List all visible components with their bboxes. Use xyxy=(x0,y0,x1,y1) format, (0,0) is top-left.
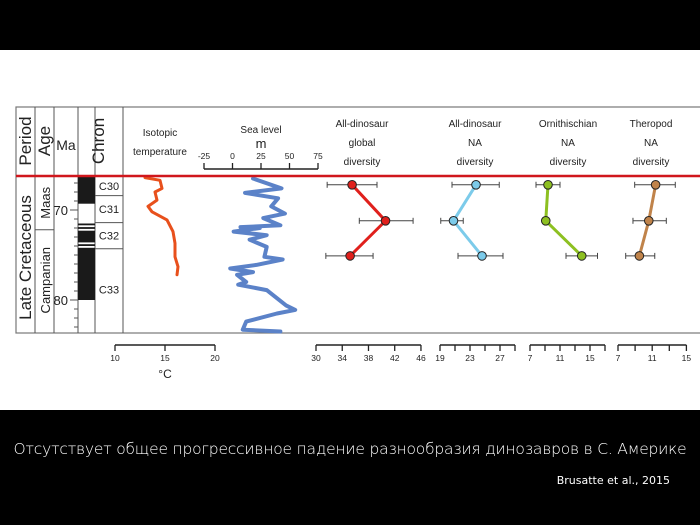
citation: Brusatte et al., 2015 xyxy=(556,474,670,487)
x-tick-label: 42 xyxy=(390,353,400,363)
chron-label: C32 xyxy=(99,231,119,243)
panel-title-temp: Isotopic xyxy=(143,128,177,139)
data-point-global xyxy=(347,180,357,190)
period-label: Late Cretaceous xyxy=(16,195,35,320)
panel-title-global: diversity xyxy=(344,157,381,168)
panel-title-sea: Sea level xyxy=(240,125,281,136)
top-band xyxy=(0,0,700,50)
x-tick-label: 46 xyxy=(416,353,426,363)
x-tick-label: 11 xyxy=(648,353,657,363)
x-tick-label: 7 xyxy=(528,353,533,363)
x-tick-label: 7 xyxy=(616,353,621,363)
polarity-normal xyxy=(78,223,95,226)
x-tick-label: 0 xyxy=(230,151,235,161)
series-line-ornith xyxy=(544,184,583,257)
x-tick-label: 15 xyxy=(585,353,595,363)
panel-title-ornith: diversity xyxy=(550,157,587,168)
polarity-normal xyxy=(78,230,95,243)
panel-title-na: diversity xyxy=(457,157,494,168)
x-tick-label: 38 xyxy=(364,353,374,363)
x-tick-label: 30 xyxy=(311,353,321,363)
bottom-band xyxy=(0,410,700,525)
x-tick-label: 25 xyxy=(256,151,266,161)
polarity-normal xyxy=(78,227,95,229)
ma-tick-label: 70 xyxy=(54,203,68,218)
chron-label: C30 xyxy=(99,181,119,193)
data-point-ornith xyxy=(576,251,587,261)
panel-title-theropod: Theropod xyxy=(630,119,673,130)
data-point-theropod xyxy=(634,251,645,261)
x-tick-label: 75 xyxy=(313,151,323,161)
panel-title-global: All-dinosaur xyxy=(336,119,389,130)
panel-title-theropod: diversity xyxy=(633,157,670,168)
x-tick-label: -25 xyxy=(198,151,211,161)
slide-caption: Отсутствует общее прогрессивное падение … xyxy=(13,440,687,458)
chron-label: C31 xyxy=(99,204,119,216)
panel-title-sea: m xyxy=(256,136,267,151)
data-point-global xyxy=(345,251,355,261)
x-tick-label: 10 xyxy=(110,353,120,363)
age-header: Age xyxy=(35,126,54,156)
panel-title-temp: temperature xyxy=(133,147,187,158)
x-tick-label: 27 xyxy=(495,353,505,363)
ma-tick-label: 80 xyxy=(54,293,68,308)
polarity-normal xyxy=(78,175,95,204)
polarity-normal xyxy=(78,244,95,246)
data-point-na xyxy=(471,180,481,190)
x-tick-label: 15 xyxy=(160,353,170,363)
data-point-ornith xyxy=(540,216,551,226)
data-point-ornith xyxy=(543,180,553,190)
data-point-na xyxy=(448,216,459,226)
data-point-global xyxy=(380,216,391,226)
age-stage-label: Maas xyxy=(38,186,53,218)
period-header: Period xyxy=(16,116,35,165)
panel-title-ornith: Ornithischian xyxy=(539,119,597,130)
x-tick-label: 23 xyxy=(465,353,475,363)
panel-title-na: All-dinosaur xyxy=(449,119,502,130)
x-tick-label: 34 xyxy=(338,353,348,363)
panel-title-theropod: NA xyxy=(644,138,658,149)
data-point-theropod xyxy=(643,216,654,226)
panel-title-ornith: NA xyxy=(561,138,575,149)
x-tick-label: 11 xyxy=(556,353,565,363)
panel-title-global: global xyxy=(349,138,376,149)
x-tick-label: 15 xyxy=(682,353,692,363)
x-tick-label: 19 xyxy=(435,353,445,363)
figure-frame xyxy=(15,106,700,334)
series-line-temp xyxy=(143,176,180,277)
age-stage-label: Campanian xyxy=(38,247,53,314)
ma-header: Ma xyxy=(56,137,76,153)
x-axis-unit: °C xyxy=(158,367,172,381)
chron-label: C33 xyxy=(99,285,119,297)
data-point-na xyxy=(477,251,487,261)
polarity-normal xyxy=(78,247,95,300)
panel-title-na: NA xyxy=(468,138,482,149)
chron-header: Chron xyxy=(89,118,108,164)
data-point-theropod xyxy=(650,180,661,190)
series-line-sea xyxy=(228,176,298,334)
x-tick-label: 50 xyxy=(285,151,295,161)
x-tick-label: 20 xyxy=(210,353,220,363)
